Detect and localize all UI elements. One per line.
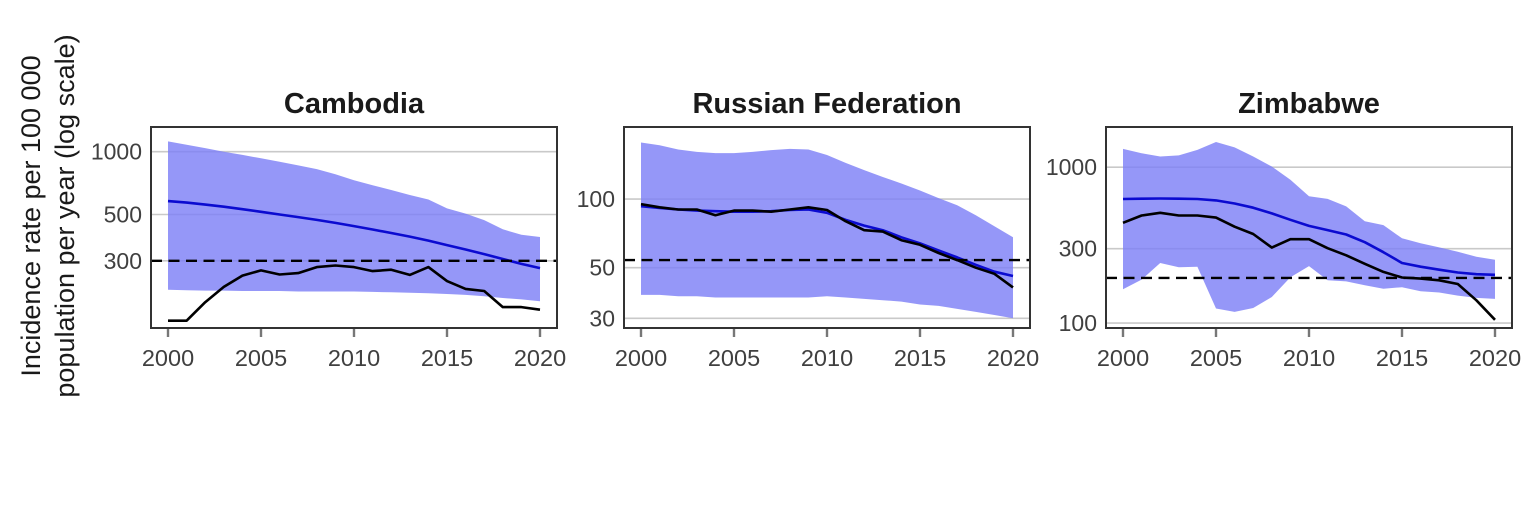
y-tick-label: 100 (1059, 310, 1097, 336)
y-tick-label: 100 (577, 186, 615, 212)
x-tick-label: 2005 (1190, 345, 1242, 371)
x-tick-label: 2010 (801, 345, 853, 371)
black-observed-line (1122, 211, 1496, 321)
chart-russian-federation: 2000 2005 2010 2015 2020 100 50 30 (577, 126, 1039, 371)
x-tick-label: 2005 (235, 345, 287, 371)
y-tick-label: 300 (1059, 236, 1097, 262)
x-tick-label: 2020 (987, 345, 1039, 371)
y-axis-label-line1: Incidence rate per 100 000 (16, 55, 46, 377)
chart-title-cambodia: Cambodia (283, 88, 425, 120)
x-tick-label: 2015 (894, 345, 946, 371)
y-axis-label: Incidence rate per 100 000 population pe… (14, 34, 82, 397)
chart-title-zimbabwe: Zimbabwe (1238, 88, 1380, 120)
x-tick-label: 2020 (514, 345, 566, 371)
x-tick-label: 2015 (421, 345, 473, 371)
chart-cambodia: 2000 2005 2010 2015 2020 1000 500 300 (91, 126, 566, 371)
x-tick-label: 2000 (142, 345, 194, 371)
chart-zimbabwe: 2000 2005 2010 2015 2020 1000 300 100 (1046, 126, 1521, 371)
x-tick-label: 2005 (708, 345, 760, 371)
y-tick-label: 1000 (91, 139, 142, 165)
blue-estimate-line (1122, 197, 1496, 277)
black-observed-line (168, 264, 541, 323)
blue-estimate-line (167, 199, 541, 270)
y-tick-label: 1000 (1046, 154, 1097, 180)
chart-title-russian-federation: Russian Federation (692, 88, 962, 120)
uncertainty-band (168, 141, 540, 302)
y-axis-label-line2: population per year (log scale) (50, 34, 80, 398)
x-tick-label: 2020 (1469, 345, 1521, 371)
y-tick-label: 500 (104, 202, 142, 228)
y-tick-label: 300 (104, 248, 142, 274)
black-observed-line (640, 202, 1014, 289)
x-tick-label: 2000 (1097, 345, 1149, 371)
x-tick-label: 2010 (1283, 345, 1335, 371)
plot-border (150, 126, 558, 329)
plot-border (1105, 126, 1513, 329)
x-tick-label: 2000 (615, 345, 667, 371)
plot-border (623, 126, 1031, 329)
uncertainty-band (641, 142, 1013, 319)
x-tick-label: 2015 (1376, 345, 1428, 371)
y-tick-label: 50 (589, 255, 615, 281)
y-tick-label: 30 (589, 305, 615, 331)
x-tick-label: 2010 (328, 345, 380, 371)
